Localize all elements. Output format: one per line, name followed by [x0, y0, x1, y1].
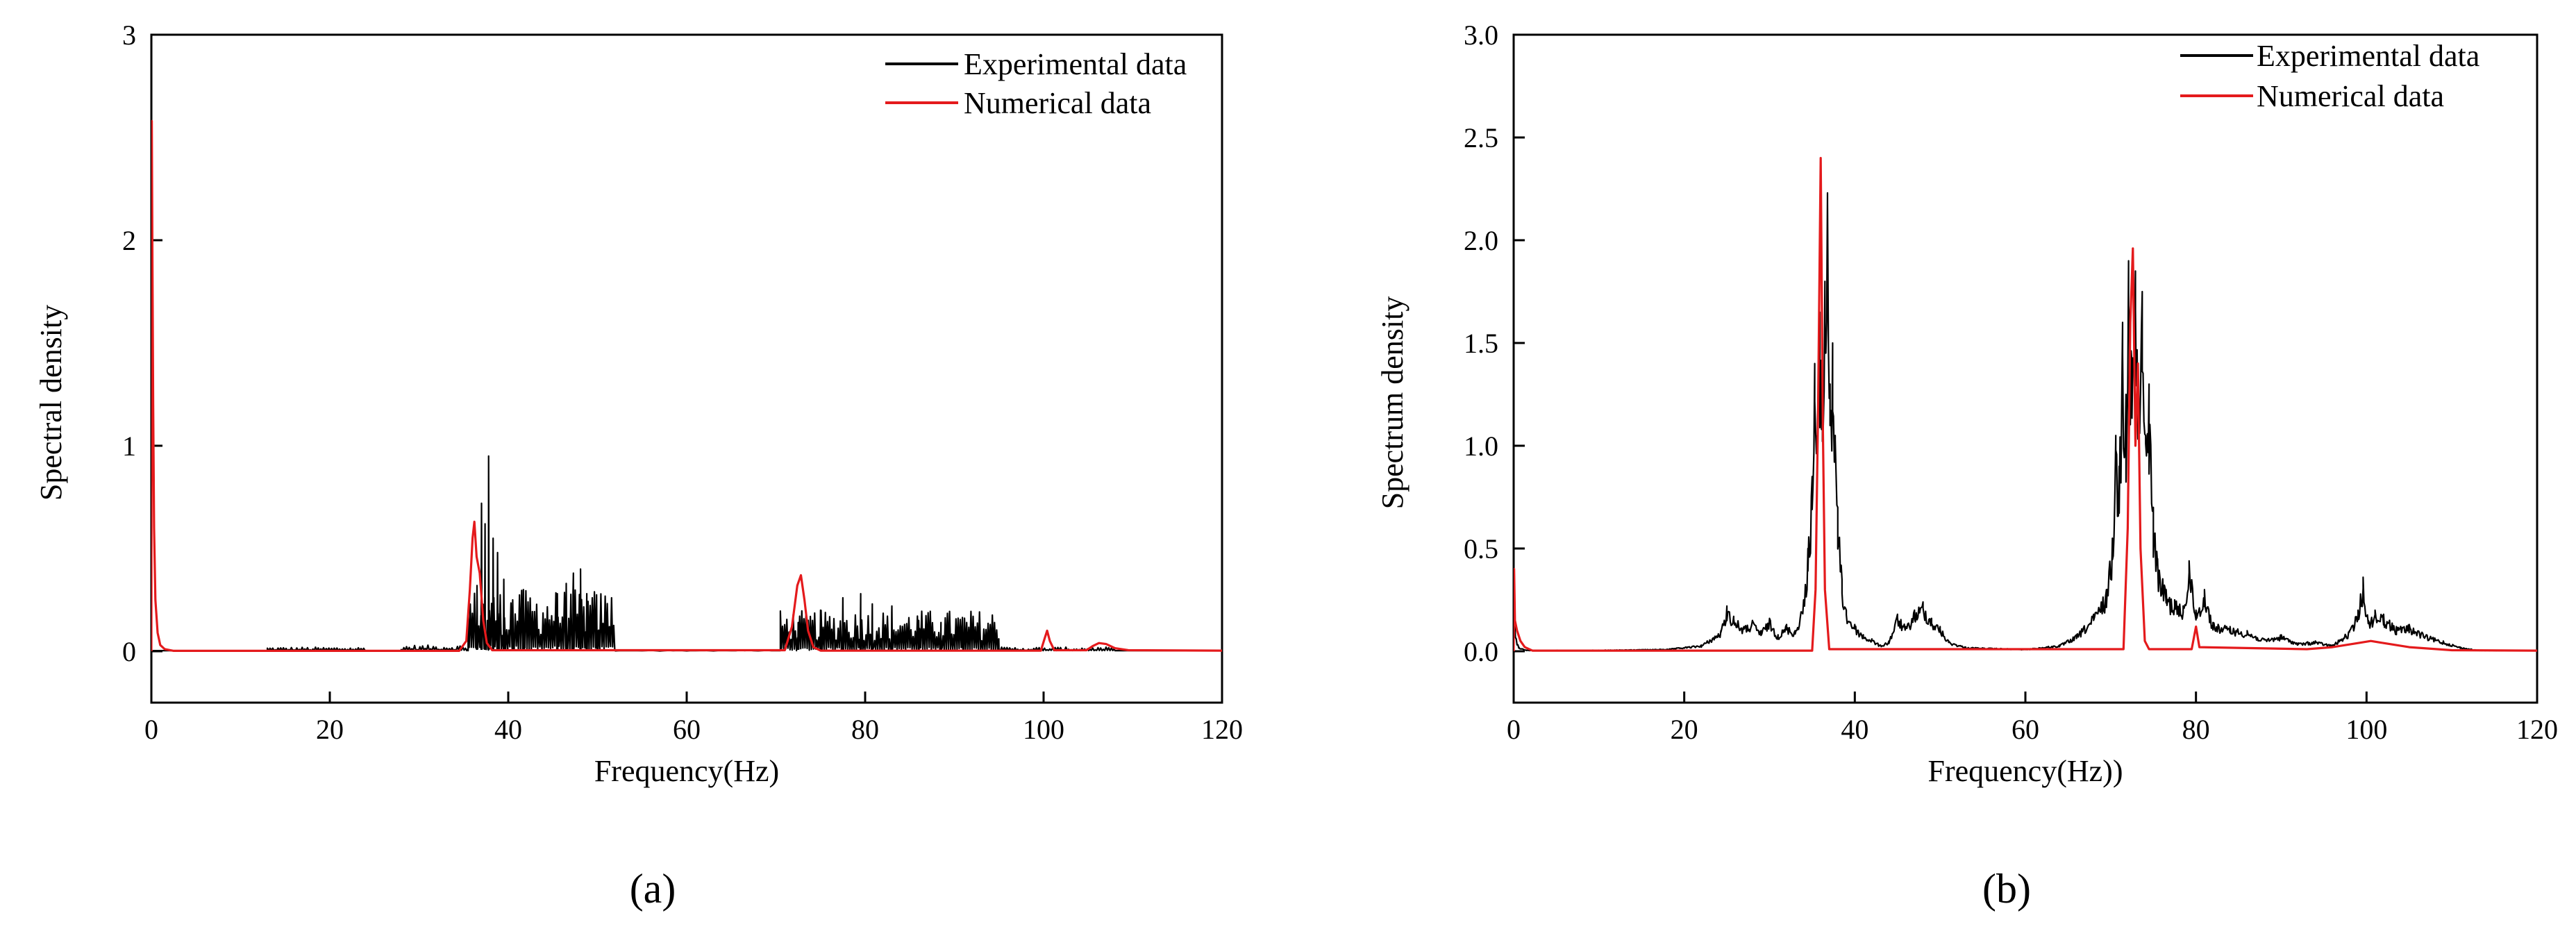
x-tick-label: 0: [1507, 714, 1521, 745]
y-ticks-a: 0 1 2 3: [122, 19, 162, 667]
y-tick-label: 3.0: [1464, 19, 1498, 51]
y-axis-label-a: Spectral density: [34, 305, 68, 501]
x-axis-label-b: Frequency(Hz)): [1928, 754, 2123, 788]
x-tick-label: 80: [2182, 714, 2210, 745]
plot-frame-b: [1512, 33, 2539, 704]
x-tick-label: 40: [494, 714, 522, 745]
y-tick-label: 0: [122, 636, 136, 667]
series-layer-b: [1514, 157, 2537, 652]
x-tick-label: 60: [2012, 714, 2039, 745]
y-tick-label: 2.0: [1464, 225, 1498, 256]
chart-panel-a: 0 20 40 60 80 100 120 0 1 2 3 Spectral density Fr…: [34, 19, 1243, 912]
y-axis-label-b: Spectrum density: [1375, 296, 1410, 510]
y-tick-label: 1.0: [1464, 430, 1498, 462]
series-line-experimental: [151, 455, 1222, 653]
legend-label-numerical-a: Numerical data: [964, 86, 1151, 120]
x-tick-label: 120: [2516, 714, 2558, 745]
x-tick-label: 120: [1201, 714, 1243, 745]
legend-a: Experimental data Numerical data: [885, 47, 1187, 120]
x-tick-label: 100: [2345, 714, 2387, 745]
legend-b: Experimental data Numerical data: [2180, 39, 2479, 113]
x-ticks-a: 0 20 40 60 80 100 120: [144, 692, 1243, 745]
panel-label-b: (b): [1982, 866, 2031, 912]
x-axis-label-a: Frequency(Hz): [594, 754, 779, 788]
y-tick-label: 2.5: [1464, 122, 1498, 153]
y-tick-label: 3: [122, 19, 136, 51]
x-tick-label: 20: [1671, 714, 1698, 745]
x-tick-label: 60: [673, 714, 701, 745]
y-tick-label: 2: [122, 225, 136, 256]
series-line-experimental: [1514, 192, 2537, 652]
legend-label-numerical-b: Numerical data: [2257, 79, 2444, 113]
series-line-numerical: [1514, 157, 2537, 652]
legend-label-experimental-b: Experimental data: [2257, 39, 2479, 73]
chart-panel-b: 0 20 40 60 80 100 120 0.0 0.5 1.0 1.5 2.0 2.5 3.0 Sp…: [1375, 19, 2558, 912]
panel-label-a: (a): [630, 866, 676, 912]
legend-label-experimental-a: Experimental data: [964, 47, 1187, 81]
y-tick-label: 1.5: [1464, 328, 1498, 359]
y-tick-label: 0.5: [1464, 533, 1498, 564]
y-tick-label: 0.0: [1464, 636, 1498, 667]
x-ticks-b: 0 20 40 60 80 100 120: [1507, 692, 2558, 745]
x-tick-label: 20: [316, 714, 344, 745]
y-ticks-b: 0.0 0.5 1.0 1.5 2.0 2.5 3.0: [1464, 19, 1525, 667]
x-tick-label: 40: [1841, 714, 1868, 745]
x-tick-label: 100: [1023, 714, 1064, 745]
series-line-numerical: [151, 119, 1222, 652]
y-tick-label: 1: [122, 430, 136, 462]
x-tick-label: 80: [851, 714, 879, 745]
series-layer-a: [151, 119, 1222, 653]
plot-frame-a: [150, 33, 1223, 704]
x-tick-label: 0: [144, 714, 158, 745]
